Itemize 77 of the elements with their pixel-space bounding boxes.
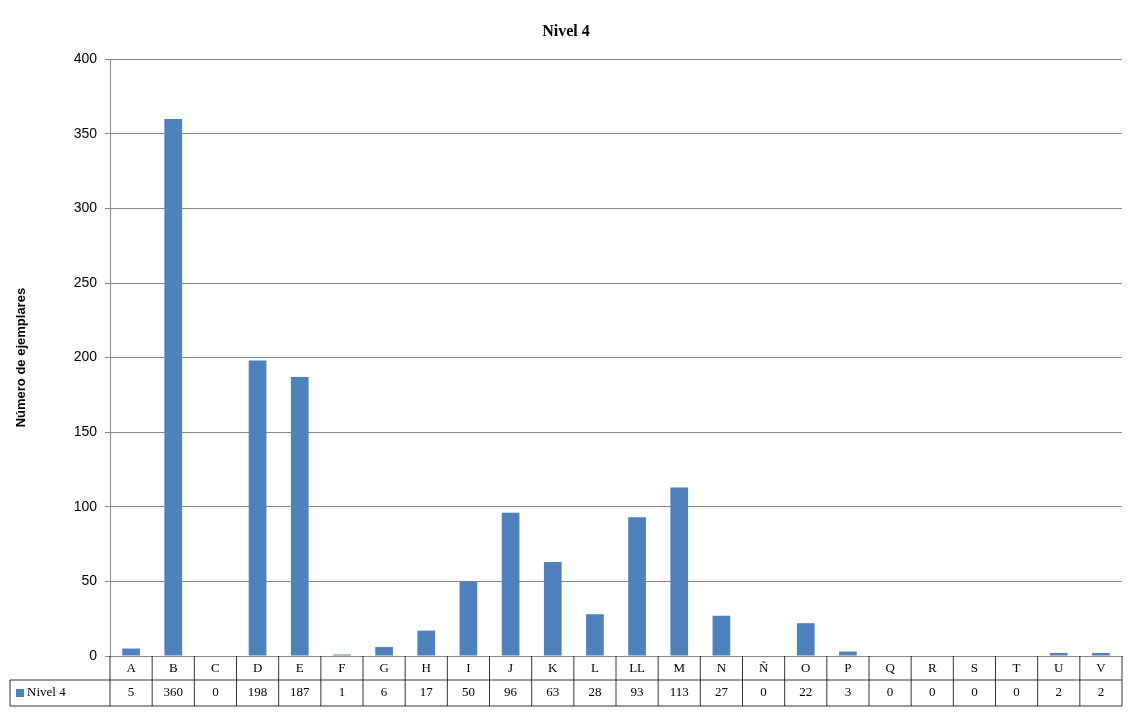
bar (586, 614, 604, 656)
data-label: 0 (760, 684, 767, 700)
x-tick-label: Q (885, 660, 896, 676)
bar (122, 648, 140, 656)
bar (1049, 653, 1068, 656)
data-label: 0 (971, 684, 978, 700)
data-label: 0 (1013, 684, 1020, 700)
data-label: 2 (1055, 684, 1062, 700)
y-axis-title: Número de ejemplares (13, 287, 29, 428)
x-tick-label: K (548, 660, 559, 676)
x-tick-label: A (126, 660, 137, 676)
x-tick-label: F (338, 660, 346, 676)
data-label: 2 (1097, 684, 1105, 700)
x-tick-label: P (844, 660, 852, 676)
bar (290, 377, 309, 656)
data-label: 50 (461, 684, 475, 700)
x-tick-label: LL (629, 660, 646, 676)
y-tick-label: 250 (73, 273, 98, 290)
data-label: 27 (714, 684, 729, 700)
data-label: 198 (247, 684, 268, 700)
bar (543, 562, 562, 656)
bar (459, 581, 478, 656)
data-label: 187 (290, 684, 310, 700)
y-tick-label: 200 (73, 348, 98, 365)
data-label: 96 (504, 684, 518, 700)
y-tick-label: 350 (73, 124, 98, 141)
y-tick-label: 100 (73, 497, 98, 514)
x-tick-label: L (590, 660, 599, 676)
bar (712, 615, 731, 656)
y-tick-label: 50 (81, 572, 98, 589)
data-label: 6 (380, 684, 388, 700)
bar (1092, 653, 1110, 656)
bar (839, 651, 857, 656)
x-tick-label: R (927, 660, 937, 676)
bar (501, 512, 520, 656)
y-tick-label: 150 (73, 423, 98, 440)
x-tick-label: H (421, 660, 431, 676)
data-label: 17 (419, 684, 434, 700)
bar (796, 623, 815, 656)
data-label: 3 (844, 684, 852, 700)
x-tick-label: N (716, 660, 727, 676)
x-tick-label: S (970, 660, 979, 676)
x-tick-label: O (801, 660, 811, 676)
legend-label: Nivel 4 (27, 684, 67, 700)
x-tick-label: T (1012, 660, 1021, 676)
y-tick-label: 400 (73, 50, 98, 67)
bar (248, 360, 267, 656)
x-tick-label: U (1054, 660, 1065, 676)
data-label: 113 (669, 684, 689, 700)
data-label: 93 (630, 684, 644, 700)
x-tick-label: I (466, 660, 471, 676)
data-label: 0 (886, 684, 894, 700)
x-tick-label: G (379, 660, 389, 676)
x-tick-label: E (295, 660, 304, 676)
x-tick-label: D (252, 660, 263, 676)
x-tick-label: C (211, 660, 220, 676)
x-tick-label: B (168, 660, 178, 676)
data-label: 0 (212, 684, 219, 700)
x-tick-label: M (673, 660, 686, 676)
bar (417, 630, 436, 656)
bar (164, 118, 183, 656)
chart-title: Nivel 4 (542, 21, 590, 39)
x-tick-label: J (508, 660, 514, 676)
bar (628, 517, 646, 656)
data-label: 28 (588, 684, 602, 700)
y-tick-label: 300 (73, 199, 98, 216)
data-label: 1 (338, 684, 346, 700)
data-label: 22 (799, 684, 813, 700)
data-label: 360 (163, 684, 183, 700)
y-tick-label: 0 (89, 646, 98, 663)
data-label: 5 (127, 684, 135, 700)
data-label: 63 (546, 684, 560, 700)
bar (670, 487, 689, 656)
data-label: 0 (929, 684, 936, 700)
bar (375, 647, 393, 656)
x-tick-label: Ñ (758, 660, 769, 676)
x-tick-label: V (1096, 660, 1107, 676)
